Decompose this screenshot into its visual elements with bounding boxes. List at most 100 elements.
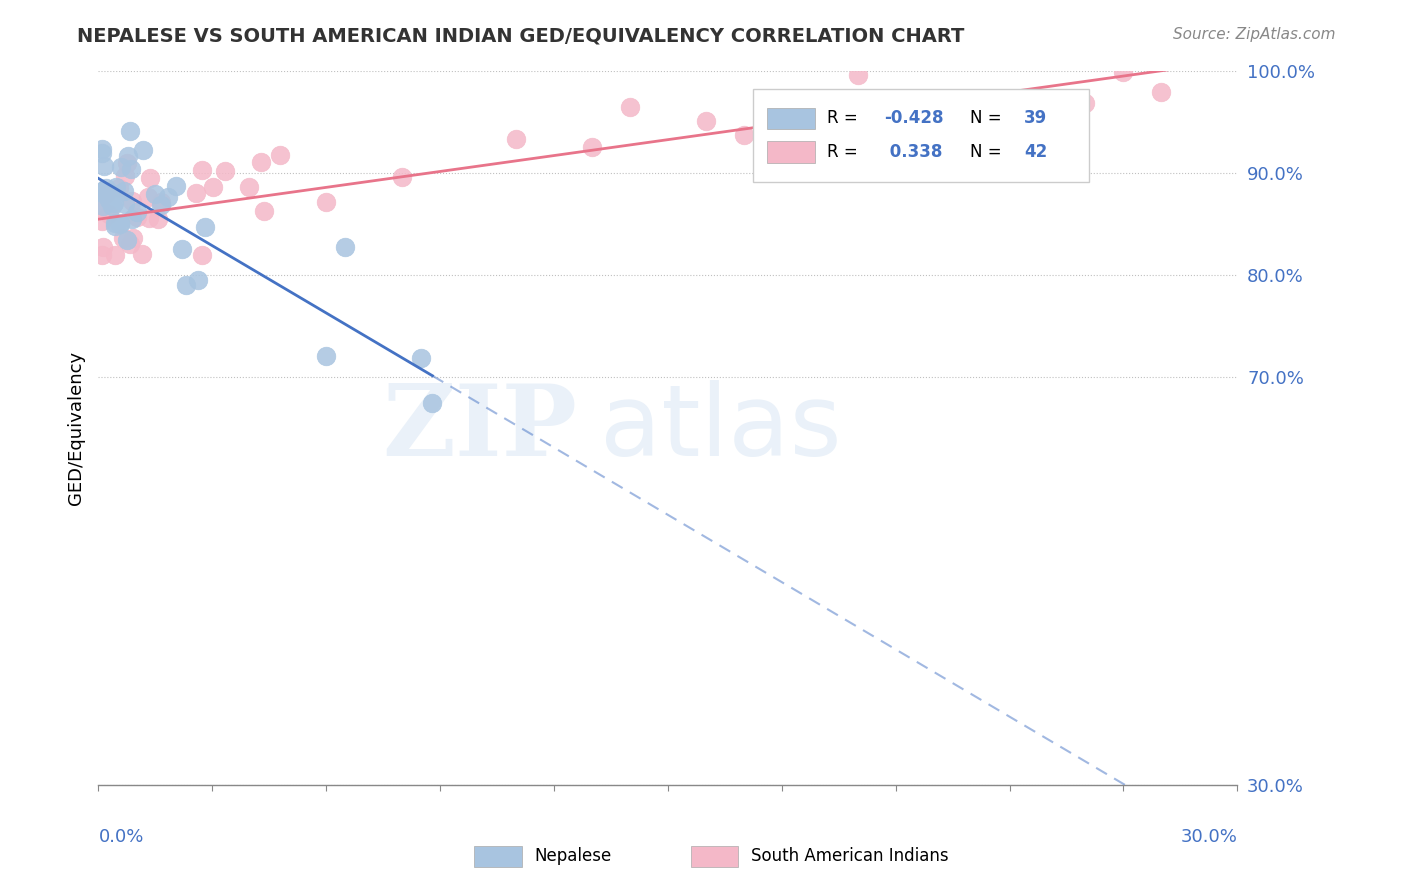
Text: 0.338: 0.338 <box>884 143 942 161</box>
Point <box>105 179 128 194</box>
Text: N =: N = <box>970 110 1007 128</box>
Point <box>165 178 187 193</box>
Point <box>1112 65 1135 79</box>
Point <box>122 231 145 245</box>
Point <box>733 128 755 142</box>
Point <box>619 100 641 114</box>
Text: 30.0%: 30.0% <box>1181 828 1237 846</box>
Y-axis label: GED/Equivalency: GED/Equivalency <box>66 351 84 505</box>
Point <box>100 199 122 213</box>
Point <box>253 204 276 219</box>
Point <box>411 351 433 366</box>
Point <box>120 236 142 251</box>
Point <box>121 194 143 208</box>
FancyBboxPatch shape <box>474 846 522 867</box>
Text: Nepalese: Nepalese <box>534 847 612 865</box>
Point <box>695 114 717 128</box>
Point <box>121 211 143 226</box>
Point <box>118 124 141 138</box>
Point <box>104 248 127 262</box>
Point <box>93 186 115 201</box>
Point <box>1074 96 1097 111</box>
Point <box>108 216 131 230</box>
Point <box>186 186 208 200</box>
Point <box>114 169 136 183</box>
Point <box>112 184 135 198</box>
Point <box>103 195 125 210</box>
Point <box>100 186 122 200</box>
Point <box>91 203 114 218</box>
Point <box>138 211 160 226</box>
Point <box>107 181 129 195</box>
FancyBboxPatch shape <box>766 141 814 162</box>
Point <box>132 143 155 157</box>
Point <box>91 199 114 213</box>
Text: 0.0%: 0.0% <box>98 828 143 846</box>
Point <box>202 179 225 194</box>
Point <box>174 278 197 293</box>
FancyBboxPatch shape <box>766 108 814 129</box>
Point <box>96 181 118 195</box>
Point <box>505 132 527 146</box>
FancyBboxPatch shape <box>754 89 1090 182</box>
Point <box>143 187 166 202</box>
Point <box>91 145 114 160</box>
Point <box>960 128 983 142</box>
Point <box>111 231 134 245</box>
Text: 39: 39 <box>1025 110 1047 128</box>
Point <box>131 247 153 261</box>
Point <box>422 396 444 410</box>
Point <box>91 184 114 198</box>
Point <box>98 207 121 221</box>
Text: R =: R = <box>827 143 863 161</box>
Point <box>91 143 114 157</box>
Text: R =: R = <box>827 110 863 128</box>
Text: atlas: atlas <box>599 380 841 476</box>
Text: -0.428: -0.428 <box>884 110 943 128</box>
Point <box>335 240 357 254</box>
Point <box>120 161 142 176</box>
Point <box>91 248 114 262</box>
Point <box>110 160 132 174</box>
Point <box>1150 85 1173 99</box>
Point <box>581 140 603 154</box>
Point <box>125 204 148 219</box>
Point <box>91 214 114 228</box>
Point <box>191 248 214 262</box>
Point <box>91 240 114 254</box>
Point <box>136 190 159 204</box>
Point <box>93 159 115 173</box>
Text: 42: 42 <box>1025 143 1047 161</box>
Point <box>117 155 139 169</box>
Text: NEPALESE VS SOUTH AMERICAN INDIAN GED/EQUIVALENCY CORRELATION CHART: NEPALESE VS SOUTH AMERICAN INDIAN GED/EQ… <box>77 27 965 45</box>
Point <box>104 216 127 230</box>
Point <box>186 273 208 287</box>
Text: N =: N = <box>970 143 1007 161</box>
Point <box>170 242 193 256</box>
Point <box>157 189 180 203</box>
Point <box>846 68 869 82</box>
Point <box>214 163 236 178</box>
FancyBboxPatch shape <box>690 846 738 867</box>
Text: ZIP: ZIP <box>382 380 576 476</box>
Point <box>94 187 117 202</box>
Point <box>114 197 136 211</box>
Point <box>249 155 271 169</box>
Text: Source: ZipAtlas.com: Source: ZipAtlas.com <box>1173 27 1336 42</box>
Point <box>315 194 337 209</box>
Point <box>117 149 139 163</box>
Point <box>149 195 172 210</box>
Point <box>315 349 337 363</box>
Point <box>115 233 138 247</box>
Point <box>149 198 172 212</box>
Point <box>104 219 127 233</box>
Point <box>91 185 114 199</box>
Point <box>98 193 121 207</box>
Point <box>269 147 291 161</box>
Point <box>139 171 162 186</box>
Text: South American Indians: South American Indians <box>751 847 949 865</box>
Point <box>110 217 132 231</box>
Point <box>194 220 217 235</box>
Point <box>391 169 413 184</box>
Point <box>190 163 212 178</box>
